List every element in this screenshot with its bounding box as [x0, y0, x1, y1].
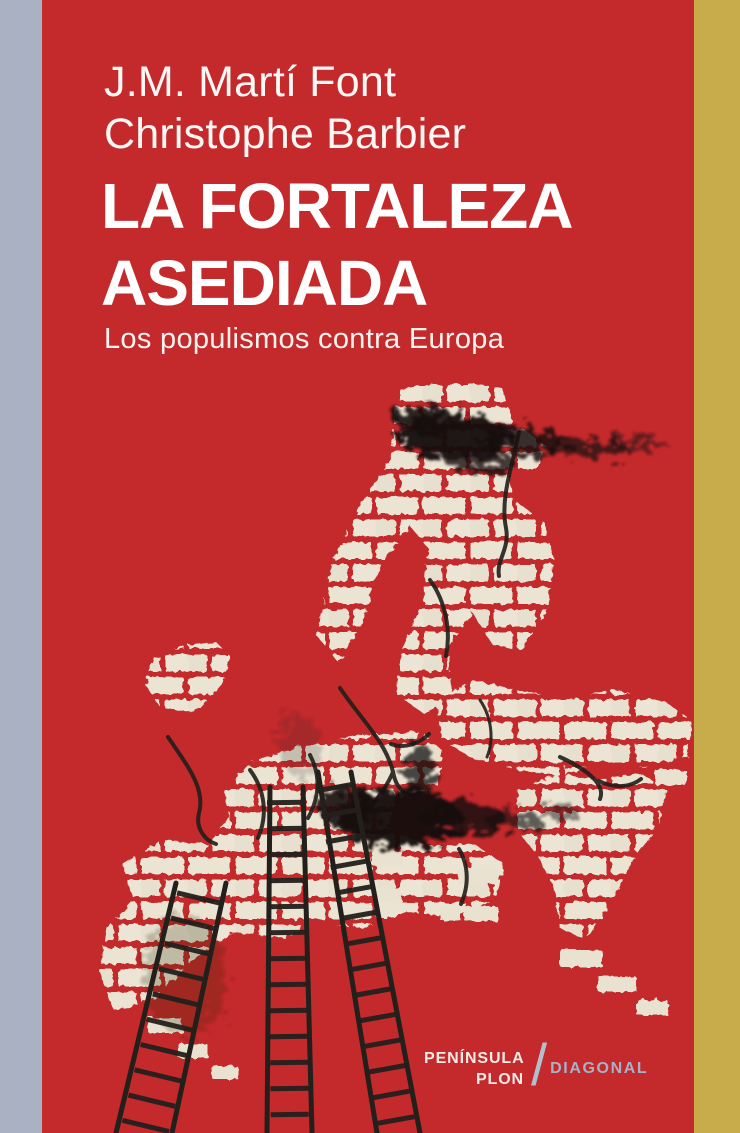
- brick-iceland: [146, 642, 231, 712]
- smoke-plume-center: [318, 744, 582, 848]
- author-line-2: Christophe Barbier: [104, 110, 467, 158]
- brick-debris: [148, 770, 687, 1079]
- book-title-line-1: LA FORTALEZA: [101, 170, 573, 242]
- siege-ladders: [113, 769, 423, 1133]
- book-title: LA FORTALEZA ASEDIADA: [101, 168, 573, 322]
- right-edge-strip: [694, 0, 740, 1133]
- publisher-imprint-plon: PLON: [475, 1071, 524, 1088]
- ladder-right: [315, 769, 423, 1133]
- smoke-plume-top: [395, 405, 668, 472]
- book-subtitle: Los populismos contra Europa: [104, 323, 505, 355]
- collection-diagonal: DIAGONAL: [550, 1060, 649, 1077]
- author-line-1: J.M. Martí Font: [104, 58, 397, 106]
- ladder-left: [113, 880, 229, 1133]
- author-names: J.M. Martí Font Christophe Barbier: [104, 56, 466, 160]
- ladder-middle: [264, 784, 315, 1133]
- left-edge-strip: [0, 0, 42, 1133]
- book-title-line-2: ASEDIADA: [101, 247, 428, 319]
- publisher-imprint-peninsula: PENÍNSULA: [424, 1050, 525, 1067]
- publisher-logo: PENÍNSULA PLON / DIAGONAL: [424, 1033, 649, 1098]
- slash-divider: /: [531, 1033, 548, 1098]
- brick-northeast-band: [436, 680, 692, 776]
- publisher-imprints: PENÍNSULA PLON: [424, 1048, 524, 1090]
